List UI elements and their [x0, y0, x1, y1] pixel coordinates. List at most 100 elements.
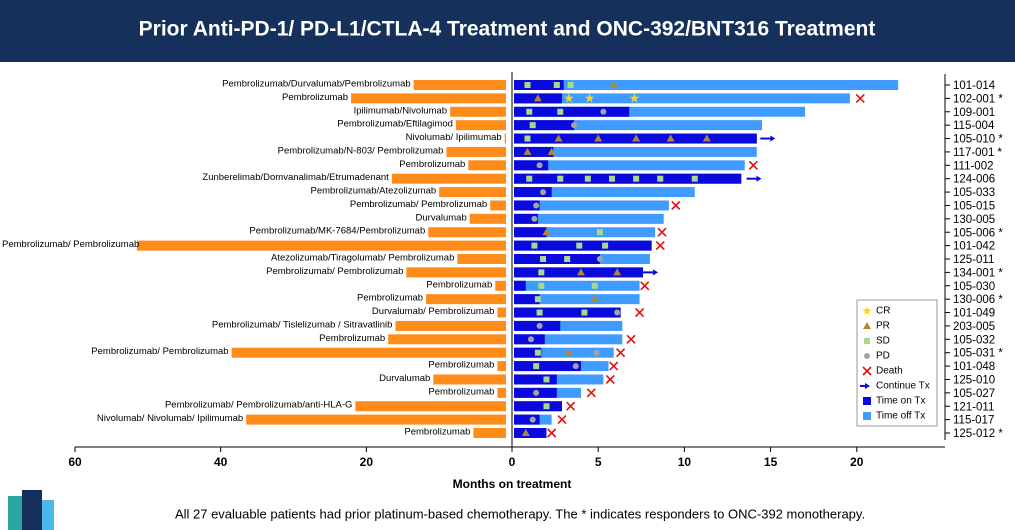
- pd-marker: [572, 363, 579, 370]
- off-tx-bar: [514, 187, 695, 198]
- prior-label: Pembrolizumab: [319, 333, 385, 344]
- death-marker: [671, 200, 681, 211]
- death-marker: [547, 428, 557, 438]
- x-tick-label: 20: [360, 455, 374, 469]
- patient-id: 105-030: [953, 281, 995, 293]
- continue-arrow: [760, 135, 776, 142]
- patient-id: 125-011: [953, 254, 994, 266]
- patient-id: 115-004: [953, 120, 995, 132]
- patient-id: 117-001 *: [953, 147, 1003, 159]
- pd-marker: [596, 256, 603, 262]
- off-swatch: [863, 412, 871, 420]
- pd-marker: [527, 336, 534, 343]
- prior-bar: [246, 414, 507, 425]
- pr-marker: [521, 429, 530, 436]
- pr-marker: [547, 147, 556, 155]
- patient-id: 130-005: [953, 214, 995, 226]
- prior-bar: [497, 387, 506, 398]
- x-tick-label: 0: [509, 455, 516, 469]
- death-marker: [605, 374, 615, 385]
- x-tick-label: 60: [68, 455, 82, 469]
- on-tx-bar: [514, 146, 554, 157]
- continue-arrow: [746, 175, 762, 182]
- prior-bar: [450, 106, 506, 117]
- sd-marker: [557, 108, 564, 115]
- x-axis-label: Months on treatment: [453, 477, 572, 491]
- legend-box: [856, 299, 938, 427]
- sd-marker: [543, 376, 550, 383]
- sd-marker: [538, 269, 545, 276]
- arrow-head: [770, 135, 776, 142]
- prior-label: Durvalumab: [416, 212, 467, 223]
- pd-marker: [571, 122, 578, 129]
- prior-label: Pembrolizumab/Durvalumab/Pembrolizumab: [222, 79, 411, 90]
- legend-label: Death: [876, 366, 903, 377]
- on-tx-bar: [514, 160, 549, 171]
- death-marker: [862, 366, 872, 376]
- death-marker: [586, 388, 596, 398]
- on-tx-bar: [514, 401, 562, 412]
- prior-bar: [455, 120, 506, 131]
- death-marker: [657, 227, 667, 237]
- on-tx-bar: [514, 294, 540, 305]
- off-tx-bar: [514, 320, 623, 331]
- prior-label: Durvalumab: [379, 373, 430, 384]
- off-tx-bar: [514, 213, 664, 224]
- on-tx-bar: [514, 414, 540, 425]
- legend-label: SD: [876, 336, 890, 347]
- prior-label: Pembrolizumab/ Pembrolizumab/anti-HLA-G: [165, 400, 352, 411]
- death-marker: [616, 348, 626, 358]
- prior-bar: [497, 307, 506, 318]
- sd-marker: [524, 82, 531, 88]
- x-tick-label: 10: [678, 455, 692, 469]
- pd-marker: [540, 189, 547, 196]
- patient-id: 105-010 *: [953, 134, 1003, 146]
- prior-bar: [395, 320, 506, 331]
- legend-label: Time on Tx: [876, 396, 925, 407]
- sd-marker: [533, 363, 540, 370]
- patient-id: 105-015: [953, 200, 995, 212]
- sd-marker: [536, 309, 543, 316]
- sd-marker: [531, 242, 538, 249]
- death-marker: [557, 415, 567, 425]
- sd-marker: [524, 135, 531, 142]
- on-tx-bar: [514, 80, 564, 90]
- patient-id: 125-012 *: [953, 428, 1003, 440]
- prior-bar: [457, 254, 506, 264]
- patient-id: 125-010: [953, 374, 995, 386]
- pr-marker: [542, 228, 551, 236]
- pr-marker: [554, 134, 563, 142]
- patient-id: 109-001: [953, 107, 995, 119]
- prior-bar: [433, 374, 506, 385]
- sd-marker: [557, 175, 564, 182]
- patient-id: 134-001 *: [953, 267, 1003, 279]
- patient-id: 101-049: [953, 308, 995, 320]
- sd-marker: [538, 282, 545, 289]
- prior-label: Atezolizumab/Tiragolumab/ Pembrolizumab: [271, 253, 454, 264]
- on-tx-bar: [514, 428, 547, 438]
- prior-label: Nivolumab/ Nivolumab/ Ipilimumab: [97, 413, 243, 424]
- prior-label: Pembrolizumab: [357, 293, 423, 304]
- patient-id: 102-001 *: [953, 93, 1003, 105]
- prior-label: Pembrolizumab/ Tislelizumab / Sitravatli…: [212, 319, 393, 330]
- sd-marker: [576, 242, 583, 249]
- death-marker: [855, 93, 865, 103]
- sd-marker: [633, 175, 640, 182]
- prior-bar: [351, 93, 506, 104]
- on-tx-bar: [514, 374, 557, 385]
- prior-bar: [504, 133, 506, 144]
- prior-bar: [473, 428, 506, 438]
- sd-marker: [581, 309, 588, 316]
- sd-marker: [526, 108, 533, 115]
- cr-marker: [862, 306, 872, 315]
- prior-bar: [490, 200, 506, 211]
- on-tx-bar: [514, 347, 542, 358]
- prior-label: Pembrolizumab: [428, 386, 494, 397]
- legend: [856, 299, 938, 427]
- sd-marker: [543, 403, 550, 410]
- patient-id: 105-031 *: [953, 348, 1003, 360]
- arrow-head: [756, 175, 762, 182]
- off-tx-bar: [514, 93, 850, 104]
- on-tx-bar: [514, 120, 575, 131]
